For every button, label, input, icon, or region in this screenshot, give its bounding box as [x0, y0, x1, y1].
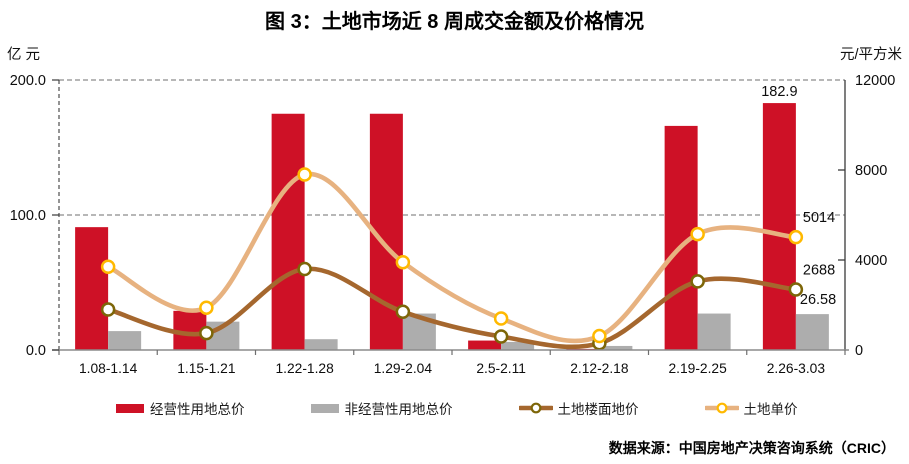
line-series-1 [105, 171, 799, 344]
chart-text-label: 12000 [855, 73, 895, 89]
chart-text-label: 1.08-1.14 [79, 361, 138, 376]
chart-text-label: 1.22-1.28 [275, 361, 334, 376]
chart-text-label: 0 [855, 343, 863, 359]
bar-series-0 [762, 103, 796, 351]
chart-text-label: 2.19-2.25 [668, 361, 727, 376]
legend-item: 土地楼面地价 [518, 398, 639, 418]
legend-label: 土地楼面地价 [557, 402, 639, 417]
legend-bar-swatch-icon [116, 403, 144, 413]
chart-text-label: 0.0 [26, 343, 46, 359]
legend-label: 土地单价 [743, 402, 798, 417]
chart-text-label: 26.58 [800, 292, 836, 308]
bar-series-1 [599, 345, 633, 350]
data-source: 数据来源：中国房地产决策咨询系统（CRIC） [608, 440, 895, 456]
chart-text-label: 2.26-3.03 [767, 361, 826, 376]
line-marker-1 [493, 311, 509, 326]
legend-line-swatch-icon [704, 402, 739, 414]
chart-text-label: 4000 [855, 253, 887, 269]
chart-text-label: 200.0 [10, 73, 46, 89]
bar-series-1 [697, 313, 731, 350]
line-marker-1 [592, 328, 607, 344]
legend-item: 经营性用地总价 [116, 398, 245, 418]
line-marker-1 [690, 226, 705, 242]
chart-text-label: 182.9 [761, 84, 797, 100]
chart-text-label: 8000 [855, 163, 887, 179]
line-marker-1 [788, 229, 804, 245]
chart-text-label: 5014 [803, 210, 835, 226]
line-marker-0 [395, 304, 411, 319]
chart-text-label: 2.12-2.18 [570, 361, 629, 376]
bar-series-1 [108, 331, 142, 350]
bar-series-0 [468, 340, 502, 350]
bar-series-1 [501, 341, 535, 350]
left-axis-unit-label: 亿 元 [7, 47, 41, 63]
line-marker-0 [493, 329, 509, 344]
line-marker-0 [690, 274, 705, 289]
bar-series-0 [75, 227, 109, 350]
bar-series-1 [304, 339, 338, 350]
chart-text-label: 1.15-1.21 [177, 361, 235, 376]
line-series-0 [105, 266, 799, 350]
legend-bar-swatch-icon [310, 403, 339, 413]
chart-text-label: 100.0 [10, 208, 46, 224]
chart-legend: 经营性用地总价 非经营性用地总价 土地楼面地价 土地单价 [116, 398, 798, 418]
line-marker-1 [297, 167, 312, 182]
legend-item: 非经营性用地总价 [310, 398, 453, 418]
line-marker-0 [297, 261, 312, 277]
chart-text-label: 2688 [803, 263, 835, 279]
chart-text-label: 2.5-2.11 [476, 361, 526, 376]
line-marker-1 [100, 259, 116, 274]
line-marker-0 [788, 282, 804, 297]
bar-series-0 [271, 113, 305, 350]
line-marker-0 [100, 302, 116, 317]
legend-label: 经营性用地总价 [150, 402, 245, 417]
right-axis-unit-label: 元/平方米 [839, 47, 902, 63]
chart-text-label: 1.29-2.04 [374, 361, 433, 376]
line-marker-1 [199, 300, 214, 315]
line-marker-0 [199, 325, 214, 341]
legend-label: 非经营性用地总价 [344, 402, 453, 417]
figure-title: 图 3：土地市场近 8 周成交金额及价格情况 [265, 11, 644, 33]
bar-series-1 [795, 314, 829, 350]
line-marker-1 [395, 255, 411, 270]
legend-line-swatch-icon [518, 402, 553, 414]
legend-item: 土地单价 [704, 398, 798, 418]
